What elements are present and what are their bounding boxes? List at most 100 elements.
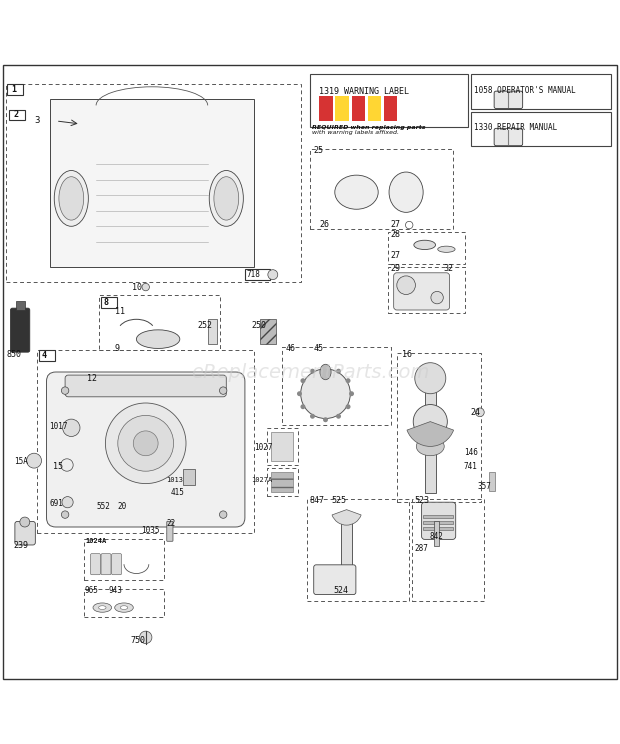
- Text: 15: 15: [53, 462, 63, 471]
- Text: 252: 252: [197, 321, 212, 330]
- Bar: [260, 319, 276, 344]
- FancyBboxPatch shape: [11, 308, 30, 352]
- Text: 741: 741: [464, 462, 477, 472]
- FancyBboxPatch shape: [91, 554, 100, 574]
- Text: 25: 25: [313, 146, 323, 155]
- Circle shape: [345, 404, 350, 409]
- Text: 22: 22: [166, 519, 175, 528]
- Circle shape: [61, 387, 69, 394]
- Text: REQUIRED when replacing parts: REQUIRED when replacing parts: [312, 125, 425, 130]
- Bar: [7, 84, 23, 94]
- Text: 9: 9: [115, 344, 120, 353]
- Circle shape: [301, 404, 306, 409]
- Text: 12: 12: [87, 373, 97, 382]
- Ellipse shape: [120, 606, 128, 609]
- Text: 1: 1: [11, 85, 16, 94]
- Circle shape: [118, 415, 174, 471]
- Ellipse shape: [99, 606, 106, 609]
- Text: 46: 46: [285, 344, 295, 353]
- Text: 2: 2: [13, 110, 18, 119]
- Bar: [434, 521, 439, 545]
- FancyBboxPatch shape: [15, 522, 35, 545]
- Text: 552: 552: [96, 502, 110, 511]
- Text: 523: 523: [414, 496, 429, 505]
- Bar: [471, 74, 611, 109]
- FancyBboxPatch shape: [494, 128, 523, 146]
- Text: 1330 REPAIR MANUAL: 1330 REPAIR MANUAL: [474, 124, 557, 132]
- Ellipse shape: [413, 405, 447, 439]
- Circle shape: [397, 276, 415, 295]
- Bar: [384, 96, 397, 121]
- Text: 850: 850: [6, 350, 21, 359]
- Text: 4: 4: [42, 350, 46, 360]
- Bar: [335, 96, 349, 121]
- Text: 524: 524: [333, 586, 348, 594]
- FancyBboxPatch shape: [65, 375, 226, 397]
- Text: 11: 11: [115, 307, 125, 316]
- Circle shape: [349, 391, 354, 396]
- Text: 965: 965: [85, 586, 99, 595]
- Ellipse shape: [59, 176, 84, 220]
- Circle shape: [61, 511, 69, 519]
- Bar: [341, 512, 352, 592]
- Bar: [101, 297, 117, 308]
- Text: 1058 OPERATOR'S MANUAL: 1058 OPERATOR'S MANUAL: [474, 86, 576, 95]
- Circle shape: [219, 387, 227, 394]
- Bar: [50, 99, 254, 266]
- Circle shape: [323, 365, 328, 370]
- Text: 1027: 1027: [254, 443, 273, 452]
- Text: 1027A: 1027A: [251, 478, 272, 484]
- Circle shape: [431, 292, 443, 304]
- Wedge shape: [407, 422, 454, 446]
- Circle shape: [301, 369, 350, 418]
- Circle shape: [27, 453, 42, 468]
- Text: 943: 943: [108, 586, 122, 595]
- Bar: [319, 96, 333, 121]
- Ellipse shape: [115, 603, 133, 612]
- Wedge shape: [332, 510, 361, 525]
- Text: 27: 27: [391, 220, 401, 229]
- Bar: [368, 96, 381, 121]
- Circle shape: [310, 414, 315, 419]
- Text: 1013: 1013: [166, 478, 183, 484]
- Circle shape: [323, 417, 328, 423]
- Text: 842: 842: [429, 532, 443, 541]
- Text: 1319 WARNING LABEL: 1319 WARNING LABEL: [319, 86, 409, 96]
- Text: 32: 32: [443, 264, 453, 273]
- Ellipse shape: [136, 330, 180, 348]
- Bar: [423, 527, 453, 530]
- Bar: [16, 301, 25, 310]
- Text: 20: 20: [118, 502, 127, 511]
- Ellipse shape: [93, 603, 112, 612]
- Bar: [208, 319, 217, 344]
- Bar: [39, 350, 55, 361]
- Ellipse shape: [417, 437, 444, 455]
- FancyBboxPatch shape: [314, 565, 356, 594]
- Text: 250: 250: [251, 321, 266, 330]
- Bar: [425, 375, 436, 493]
- Text: 718: 718: [246, 270, 260, 279]
- Bar: [245, 269, 270, 280]
- Text: 28: 28: [391, 231, 401, 240]
- Text: 8: 8: [104, 298, 108, 307]
- Ellipse shape: [55, 170, 88, 226]
- Ellipse shape: [320, 365, 331, 379]
- Text: 146: 146: [464, 448, 477, 457]
- Text: eReplacementParts.com: eReplacementParts.com: [191, 362, 429, 382]
- Text: 1024A: 1024A: [85, 538, 106, 544]
- Text: 15A: 15A: [14, 458, 27, 466]
- Text: 1035: 1035: [141, 525, 160, 535]
- Bar: [271, 432, 293, 461]
- Bar: [310, 74, 468, 127]
- Text: 847: 847: [310, 496, 325, 505]
- Bar: [271, 472, 293, 493]
- Circle shape: [345, 378, 350, 383]
- Circle shape: [310, 369, 315, 373]
- FancyBboxPatch shape: [167, 522, 173, 542]
- Circle shape: [476, 408, 484, 417]
- Bar: [183, 469, 195, 485]
- Bar: [423, 515, 453, 518]
- Text: with warning labels affixed.: with warning labels affixed.: [312, 129, 399, 135]
- Bar: [352, 96, 365, 121]
- FancyBboxPatch shape: [422, 502, 456, 539]
